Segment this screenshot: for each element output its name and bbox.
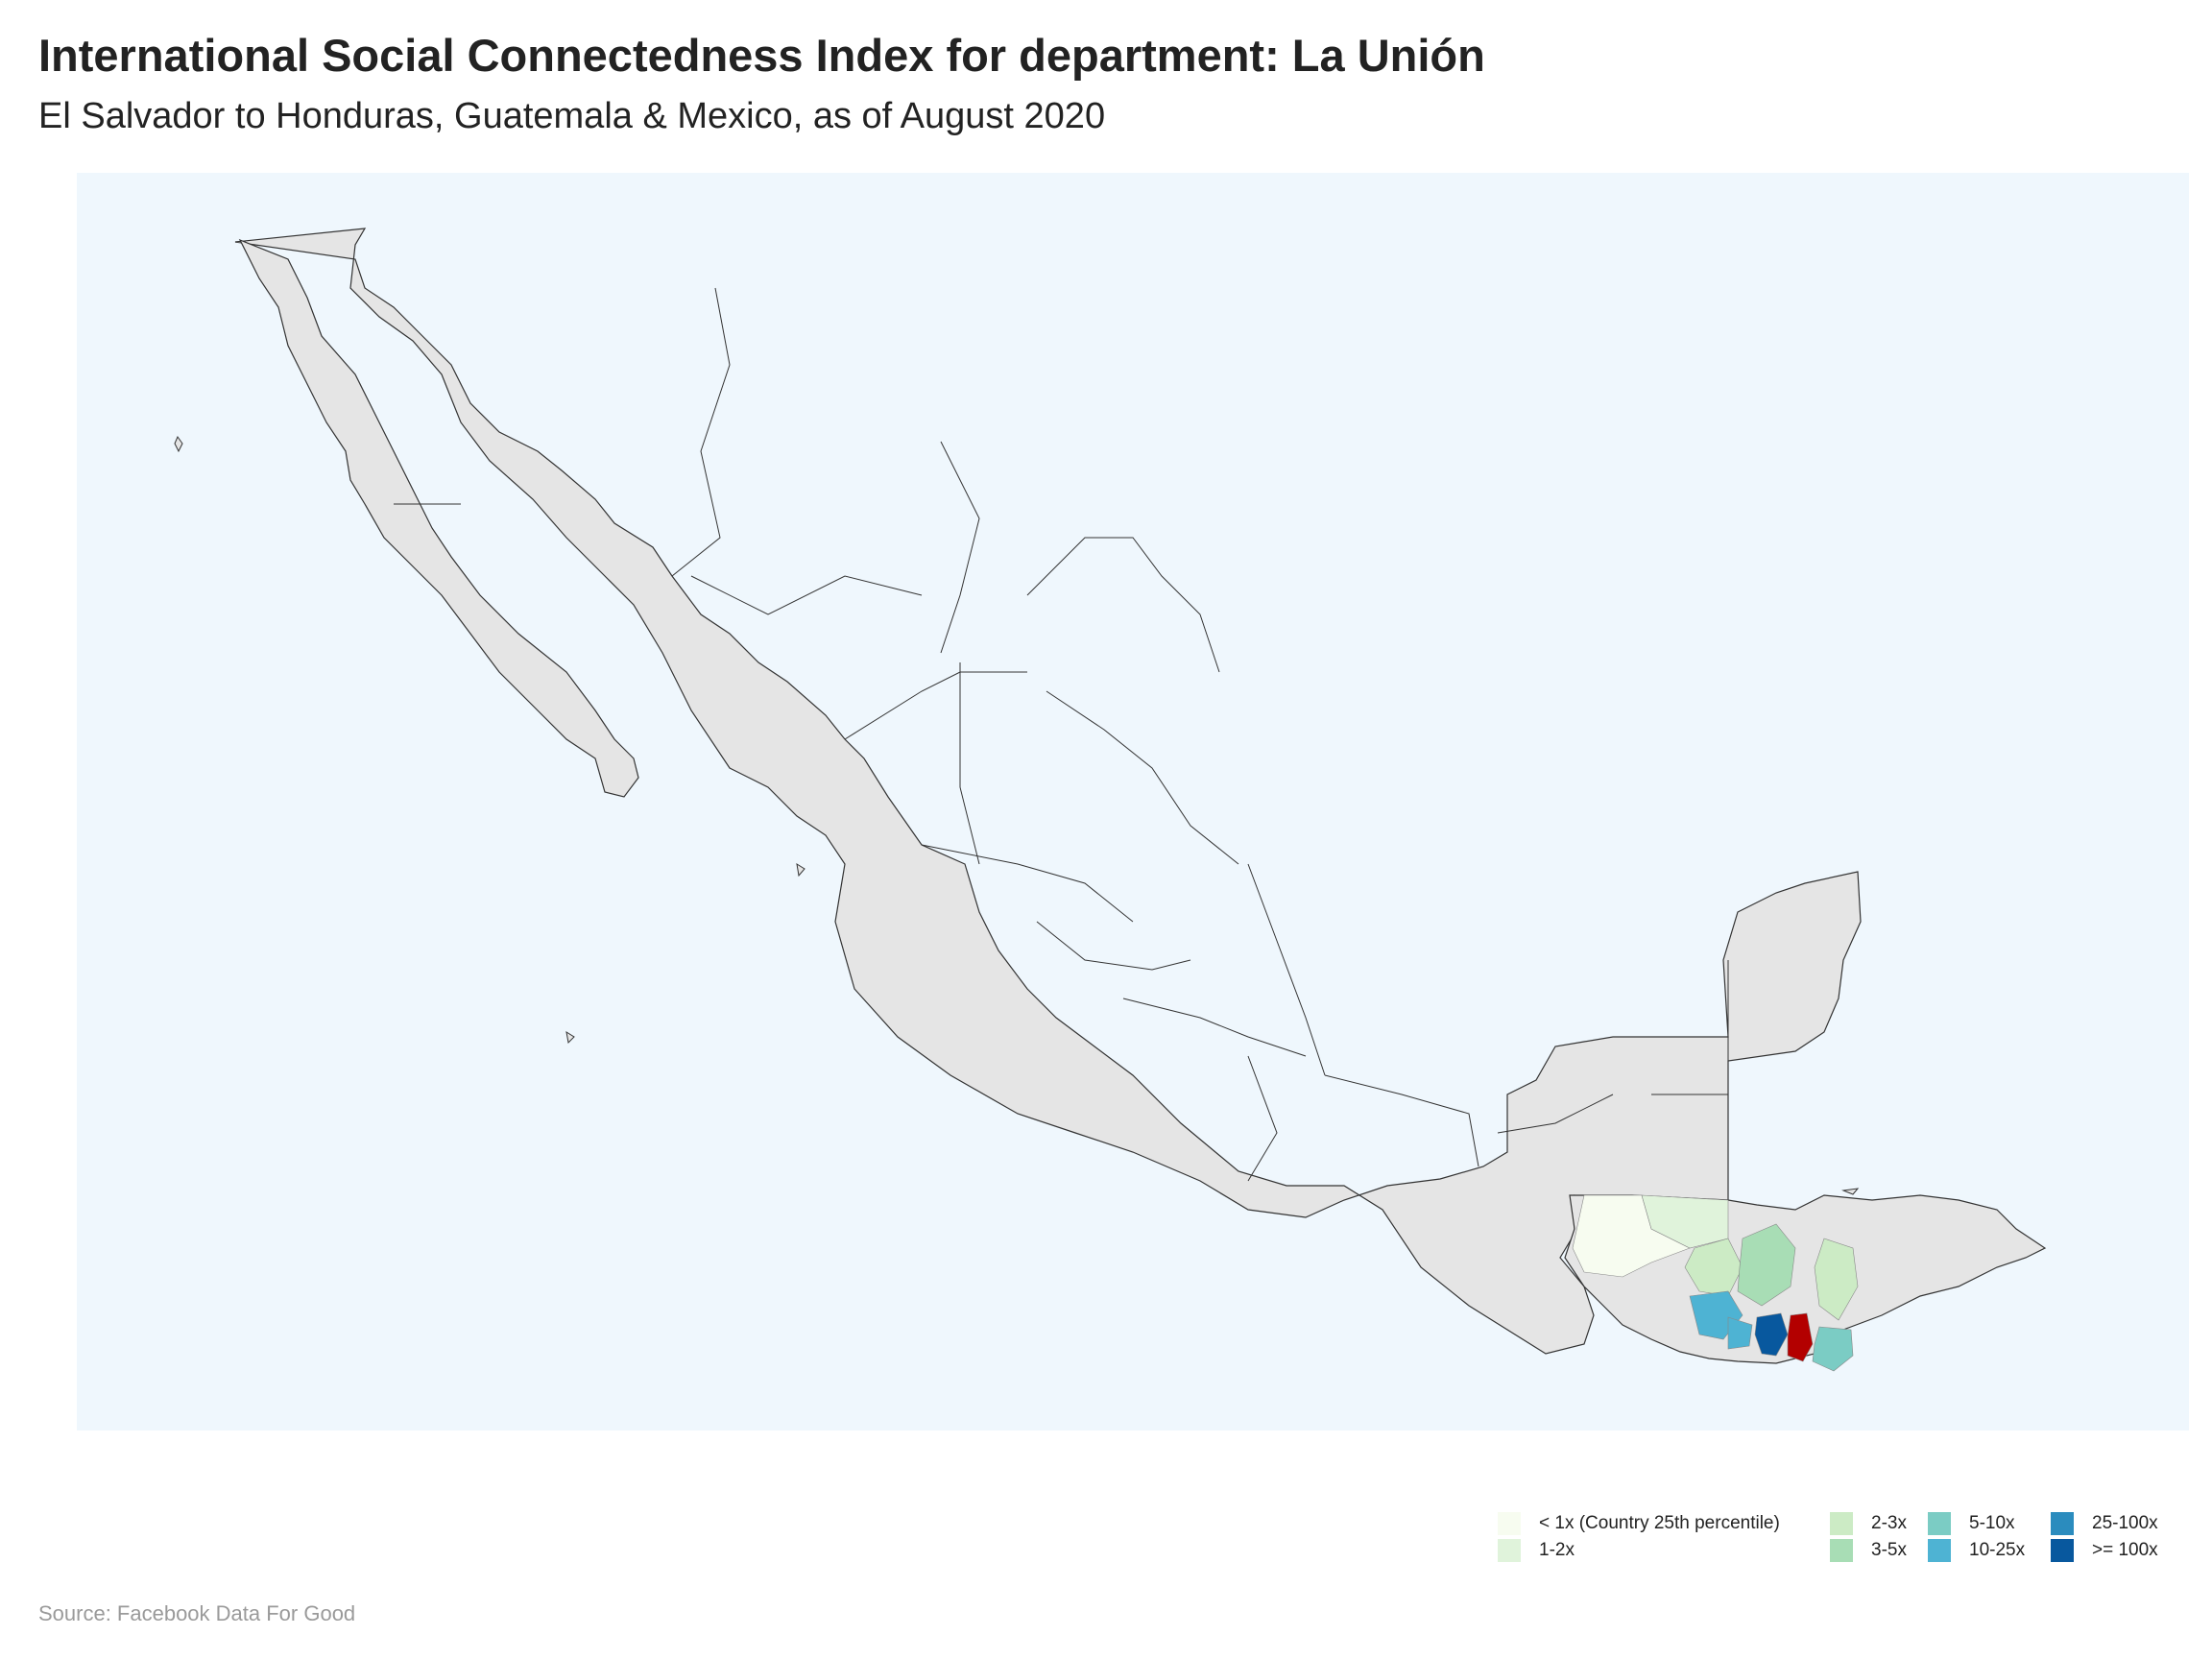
legend-label: 5-10x [1969,1513,2015,1533]
region-1-2x [1641,1194,1729,1249]
legend-item-5-10x: 5-10x [1928,1511,2015,1536]
legend-swatch [1928,1539,1951,1562]
guatemala-departments [1572,1194,1859,1372]
region-gt-100x [1754,1312,1789,1357]
legend-label: 1-2x [1539,1540,1575,1560]
baja-california [238,238,639,798]
map-subtitle: El Salvador to Honduras, Guatemala & Mex… [38,96,1106,136]
legend: < 1x (Country 25th percentile) 1-2x 2-3x… [1498,1511,2189,1578]
legend-item-gte100x: >= 100x [2051,1538,2158,1563]
legend-label: 25-100x [2092,1513,2158,1533]
mexico-mainland [234,228,1862,1355]
map-panel [77,173,2189,1431]
region-10-25x-b [1727,1316,1753,1350]
legend-swatch [2051,1512,2074,1535]
legend-label: < 1x (Country 25th percentile) [1539,1513,1780,1533]
legend-label: >= 100x [2092,1540,2158,1560]
legend-swatch [1830,1512,1853,1535]
state-boundaries [394,287,1729,1182]
legend-item-2-3x: 2-3x [1830,1511,1907,1536]
legend-label: 3-5x [1871,1540,1907,1560]
legend-item-lt1x: < 1x (Country 25th percentile) [1498,1511,1780,1536]
legend-swatch [1830,1539,1853,1562]
source-note: Source: Facebook Data For Good [38,1601,356,1625]
legend-swatch [1498,1512,1521,1535]
legend-swatch [1928,1512,1951,1535]
legend-swatch [2051,1539,2074,1562]
region-5-10x [1812,1326,1854,1372]
legend-swatch [1498,1539,1521,1562]
map-svg [77,173,2189,1431]
islands [174,435,1860,1195]
legend-label: 10-25x [1969,1540,2026,1560]
region-origin [1787,1312,1814,1362]
map-title: International Social Connectedness Index… [38,30,1485,81]
legend-item-10-25x: 10-25x [1928,1538,2025,1563]
region-3-5x-a [1737,1223,1796,1307]
region-2-3x-b [1814,1238,1859,1321]
legend-item-25-100x: 25-100x [2051,1511,2158,1536]
legend-label: 2-3x [1871,1513,1907,1533]
legend-item-1-2x: 1-2x [1498,1538,1575,1563]
legend-item-3-5x: 3-5x [1830,1538,1907,1563]
